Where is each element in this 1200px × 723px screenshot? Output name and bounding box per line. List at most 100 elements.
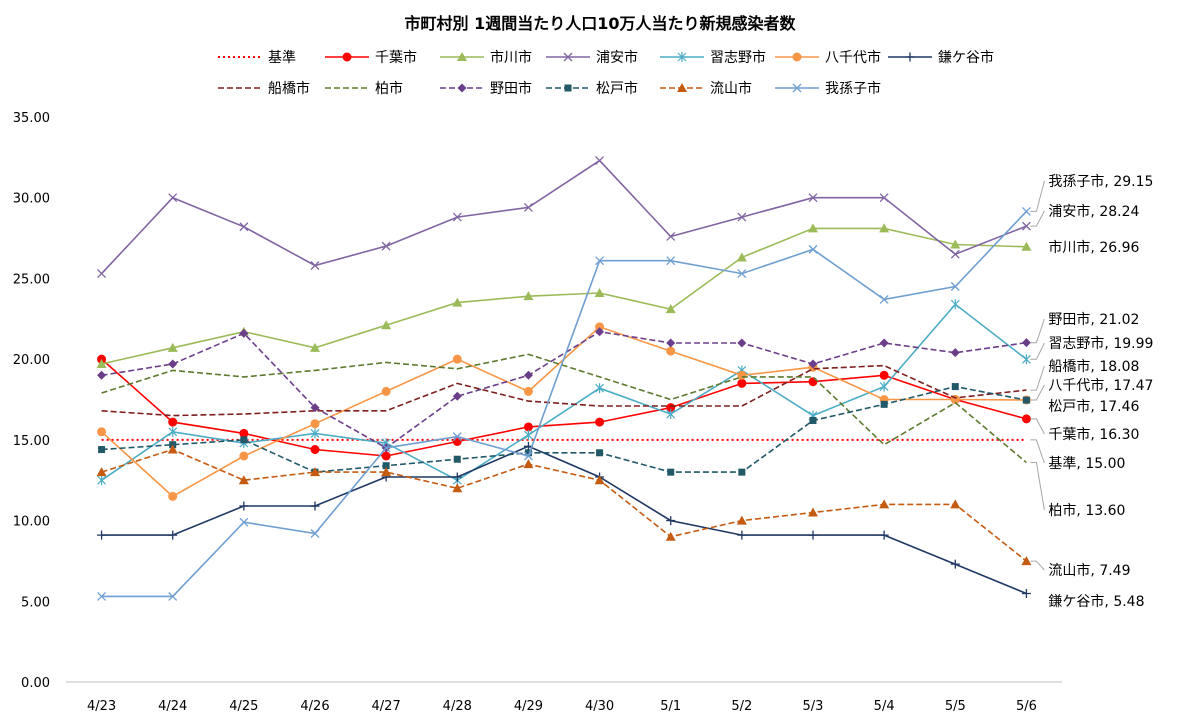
series-2-point: [96, 358, 107, 368]
series-11-point: [310, 467, 320, 477]
series-3-point: [808, 193, 818, 203]
series-5-point: [452, 354, 462, 364]
series-12-point: [595, 256, 605, 266]
legend-item: 千葉市: [325, 49, 417, 66]
series-6-point: [737, 530, 747, 540]
end-label: 八千代市, 17.47: [1030, 377, 1153, 401]
series-6-point: [1021, 589, 1031, 599]
legend-label: 市川市: [490, 49, 532, 66]
series-3-point: [310, 261, 320, 270]
series-11-point: [736, 515, 747, 525]
series-11-point: [879, 499, 890, 509]
series-6: [97, 441, 1031, 599]
series-2-point: [736, 252, 747, 262]
series-12-point: [523, 451, 533, 461]
data-label: 柏市, 13.60: [1048, 502, 1125, 519]
series-12-point: [950, 282, 960, 291]
data-label: 基準, 15.00: [1048, 455, 1125, 472]
series-9-point: [97, 370, 107, 380]
end-label: 野田市, 21.02: [1030, 311, 1139, 344]
series-5-point: [97, 427, 107, 437]
series-2-point: [167, 342, 178, 352]
series-12-point: [737, 269, 747, 279]
series-1-point: [595, 417, 605, 427]
legend-item: 流山市: [660, 80, 752, 97]
series-3-point: [879, 193, 889, 203]
series-9-point: [1021, 338, 1031, 348]
series-11-point: [808, 507, 818, 517]
leader-line: [1030, 439, 1045, 464]
series-6-point: [879, 530, 889, 540]
series-12-point: [310, 529, 320, 538]
end-label: 我孫子市, 29.15: [1030, 173, 1153, 212]
series-3-line: [101, 159, 1027, 275]
series-4-point: [879, 381, 889, 392]
x-tick-label: 5/5: [945, 699, 966, 714]
series-10-point: [880, 400, 888, 408]
series-3-point: [452, 212, 462, 222]
end-label: 市川市, 26.96: [1048, 239, 1139, 256]
series-1-point: [1021, 414, 1031, 424]
series-7-line: [101, 364, 1027, 417]
series-12-point: [1021, 206, 1031, 216]
series-6-point: [97, 530, 107, 540]
series-2-point: [665, 304, 676, 314]
series-3-point: [950, 249, 960, 259]
series-9-point: [879, 338, 889, 348]
series-3-point: [239, 222, 249, 232]
legend-marker: [563, 52, 573, 62]
series-6-point: [452, 472, 462, 482]
legend-item: 鎌ケ谷市: [888, 49, 994, 66]
leader-line: [1030, 365, 1045, 391]
series-2-point: [310, 342, 320, 352]
leader-line: [1030, 342, 1045, 360]
series-2-point: [594, 287, 605, 297]
series-1-point: [168, 417, 178, 427]
series-6-point: [666, 516, 676, 526]
series-11-point: [381, 467, 392, 477]
series-9-point: [950, 348, 960, 358]
series-9-point: [808, 359, 818, 369]
series-7: [101, 364, 1027, 417]
series-2-point: [523, 291, 534, 301]
x-tick-label: 5/3: [803, 699, 824, 714]
series-group: [96, 156, 1032, 601]
series-9-point: [595, 327, 605, 337]
series-9: [97, 327, 1031, 453]
series-9-line: [101, 330, 1027, 449]
series-12-point: [168, 591, 178, 601]
legend-label: 基準: [268, 49, 296, 66]
series-12-point: [452, 432, 462, 442]
end-label: 浦安市, 28.24: [1030, 203, 1140, 227]
series-4-point: [595, 383, 604, 394]
series-12-line: [101, 210, 1027, 598]
data-label: 市川市, 26.96: [1048, 239, 1139, 256]
series-10-point: [240, 436, 248, 444]
leader-line: [1030, 210, 1045, 227]
y-tick-label: 25.00: [13, 272, 50, 287]
legend-label: 八千代市: [825, 49, 881, 66]
axes: 0.00 5.00 10.00 15.00 20.00 25.00 30.00 35.00 4/…: [13, 111, 1062, 714]
series-9-point: [452, 391, 462, 401]
legend-marker: [457, 83, 467, 93]
legend-item: 市川市: [440, 49, 532, 66]
series-5-point: [310, 419, 320, 429]
x-tick-label: 5/6: [1016, 699, 1037, 714]
y-tick-label: 0.00: [21, 676, 50, 691]
series-12-point: [879, 294, 889, 304]
leader-line: [1030, 180, 1045, 212]
legend-item: 我孫子市: [775, 80, 881, 97]
leader-line: [1030, 418, 1045, 435]
series-10-point: [524, 449, 532, 457]
y-tick-label: 10.00: [13, 515, 50, 530]
series-8: [101, 353, 1027, 464]
series-6-point: [168, 530, 178, 540]
legend-marker: [677, 83, 687, 92]
series-12-point: [666, 256, 676, 266]
leader-line: [1030, 462, 1045, 511]
x-tick-label: 4/23: [87, 699, 116, 714]
series-2-point: [879, 223, 890, 233]
series-3-point: [168, 193, 178, 203]
series-5-point: [737, 370, 747, 380]
